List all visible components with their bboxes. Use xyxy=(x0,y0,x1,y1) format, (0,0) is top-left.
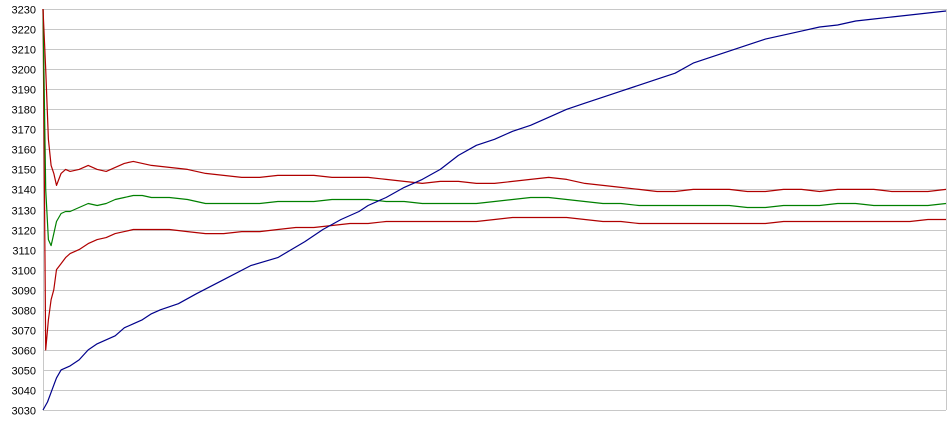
y-tick-label: 3220 xyxy=(12,25,36,37)
y-tick-label: 3100 xyxy=(12,266,36,278)
y-tick-label: 3230 xyxy=(12,5,36,17)
y-tick-label: 3150 xyxy=(12,165,36,177)
series-line xyxy=(42,8,947,247)
y-tick-label: 3050 xyxy=(12,366,36,378)
y-tick-label: 3040 xyxy=(12,386,36,398)
y-tick-label: 3090 xyxy=(12,286,36,298)
y-tick-label: 3120 xyxy=(12,226,36,238)
y-tick-label: 3130 xyxy=(12,206,36,218)
series-line xyxy=(42,10,947,411)
y-tick-label: 3080 xyxy=(12,306,36,318)
series-line xyxy=(42,8,947,193)
y-tick-label: 3030 xyxy=(12,406,36,418)
y-tick-label: 3190 xyxy=(12,85,36,97)
y-tick-label: 3060 xyxy=(12,346,36,358)
y-tick-label: 3180 xyxy=(12,105,36,117)
y-tick-label: 3140 xyxy=(12,185,36,197)
y-axis: 3030 3040 3050 3060 3070 3080 3090 3100 3110 3120… xyxy=(12,5,36,418)
series-lines xyxy=(42,8,947,411)
y-tick-label: 3170 xyxy=(12,125,36,137)
y-tick-label: 3110 xyxy=(12,246,36,258)
y-tick-label: 3160 xyxy=(12,145,36,157)
y-tick-label: 3200 xyxy=(12,65,36,77)
y-tick-label: 3210 xyxy=(12,45,36,57)
series-line xyxy=(42,8,946,351)
gridlines xyxy=(43,9,947,411)
y-tick-label: 3070 xyxy=(12,326,36,338)
